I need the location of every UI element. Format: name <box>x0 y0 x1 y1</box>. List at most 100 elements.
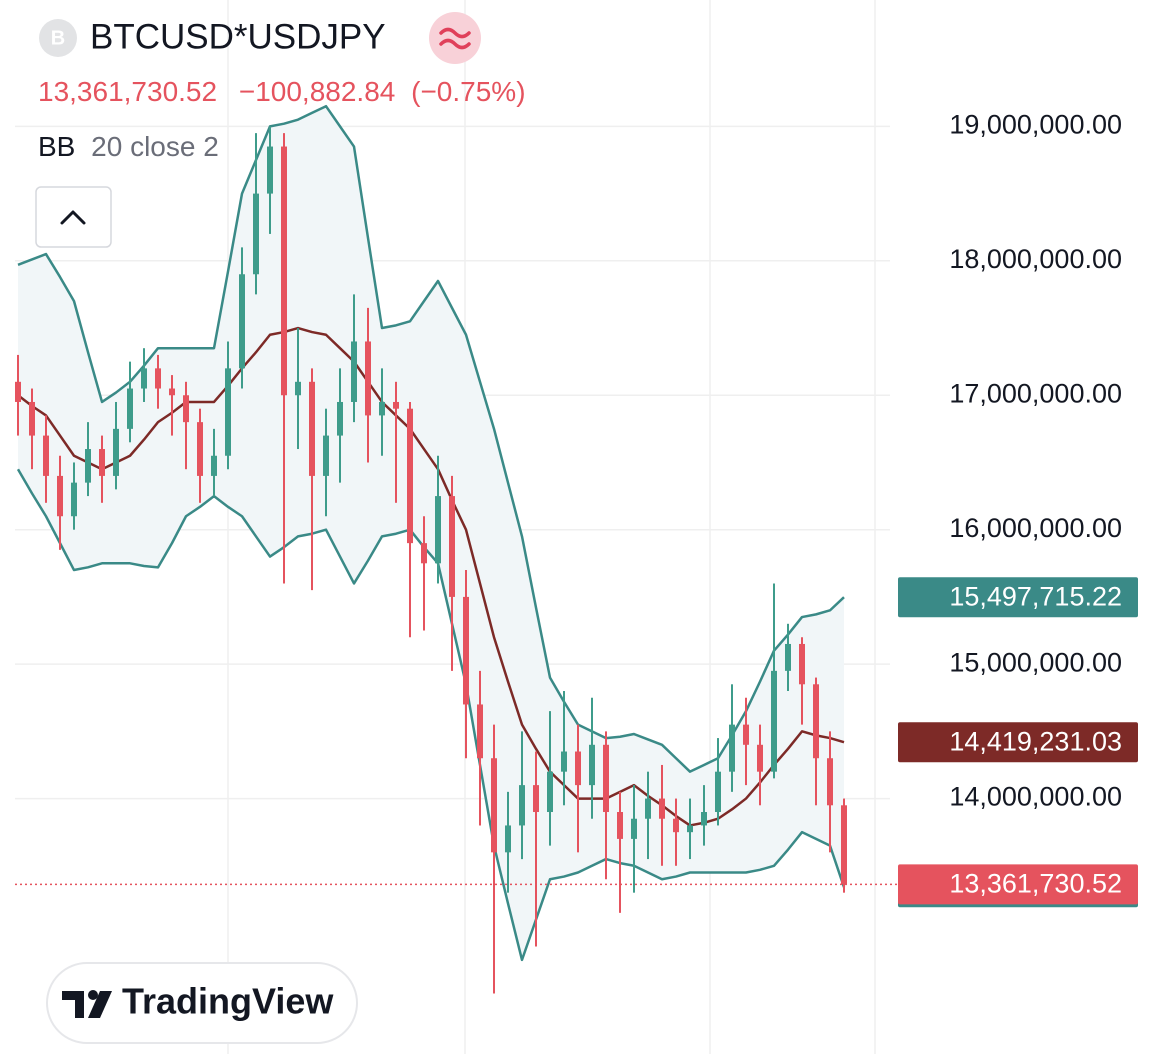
candle-body <box>477 704 483 759</box>
candle-body <box>141 368 147 389</box>
candle-body <box>127 388 133 429</box>
band-upper-line <box>17 104 845 773</box>
candle-body <box>673 818 679 833</box>
candle-body <box>211 455 217 476</box>
candle-body <box>603 744 609 813</box>
candle-body <box>463 596 469 705</box>
indicator-legend: BB 20 close 2 <box>38 131 219 162</box>
candle-body <box>729 724 735 772</box>
candle-body <box>841 805 847 885</box>
candle-body <box>99 449 105 476</box>
candle-body <box>57 475 63 517</box>
currency-icon <box>429 12 481 64</box>
upper-band-value-box <box>898 577 1138 618</box>
candle-body <box>561 751 567 772</box>
candle-body <box>589 744 595 786</box>
candle-body <box>253 193 259 275</box>
logo-badge[interactable] <box>46 962 358 1044</box>
candle-body <box>491 758 497 853</box>
last-price-label: 13,361,730.52 <box>949 868 1122 898</box>
bollinger-bands <box>16 104 846 962</box>
candle-body <box>715 771 721 813</box>
candle-body <box>29 401 35 436</box>
symbol-icon <box>39 19 77 57</box>
price-line: 13,361,730.52 −100,882.84 (−0.75%) <box>38 76 526 107</box>
candle-body <box>687 825 693 833</box>
candle-body <box>71 482 77 517</box>
indicator-name: BB <box>38 131 75 162</box>
y-tick-label: 14,000,000.00 <box>949 782 1122 812</box>
candle-body <box>575 751 581 786</box>
candle-body <box>533 785 539 813</box>
candle-body <box>421 543 427 564</box>
candle-body <box>701 812 707 826</box>
candle-body <box>519 785 525 826</box>
candle-body <box>309 381 315 476</box>
candle-body <box>183 395 189 423</box>
candle-body <box>393 401 399 409</box>
symbol-title: BTCUSD*USDJPY <box>90 17 386 56</box>
candle-body <box>435 496 441 564</box>
candle-body <box>407 408 413 544</box>
candle-body <box>757 744 763 772</box>
collapse-arrow[interactable] <box>60 210 86 225</box>
tradingview-logo[interactable]: TradingView <box>46 962 358 1044</box>
basis-value-label: 14,419,231.03 <box>949 726 1122 756</box>
candle-body <box>547 771 553 813</box>
candles <box>15 126 898 994</box>
y-tick-label: 15,000,000.00 <box>949 647 1122 677</box>
candle-body <box>813 684 819 759</box>
candle-body <box>351 341 357 402</box>
band-lower-line <box>16 468 846 962</box>
candle-body <box>337 401 343 436</box>
candle-body <box>225 368 231 456</box>
candle-body <box>505 825 511 853</box>
candle-body <box>449 496 455 597</box>
candle-body <box>799 643 805 685</box>
candle-body <box>827 758 833 806</box>
collapse-button[interactable] <box>35 186 112 248</box>
candle-body <box>379 401 385 416</box>
y-tick-label: 17,000,000.00 <box>949 378 1122 408</box>
candle-body <box>365 341 371 416</box>
basis-value-box <box>898 722 1138 763</box>
candle-body <box>281 146 287 396</box>
candle-body <box>295 381 301 396</box>
candle-body <box>43 435 49 476</box>
logo-glyph-t <box>62 991 84 1018</box>
candle-body <box>617 812 623 839</box>
y-tick-label: 16,000,000.00 <box>949 513 1122 543</box>
candle-body <box>743 724 749 745</box>
candle-body <box>645 798 651 819</box>
candle-body <box>155 368 161 389</box>
candle-body <box>169 388 175 396</box>
candle-body <box>85 449 91 483</box>
currency-icon-glyph <box>439 27 471 50</box>
change-percent: (−0.75%) <box>411 76 525 107</box>
candle-body <box>771 670 777 772</box>
y-tick-label: 19,000,000.00 <box>949 109 1122 139</box>
candle-body <box>631 818 637 839</box>
logo-glyph-dot <box>88 990 98 1000</box>
price-axis: 14,000,000.00 15,000,000.00 16,000,000.00 1… <box>898 109 1138 908</box>
vertical-grid <box>227 0 876 1054</box>
candle-body <box>323 435 329 476</box>
band-fill <box>18 106 844 960</box>
y-tick-label: 18,000,000.00 <box>949 244 1122 274</box>
candle-body <box>785 643 791 671</box>
collapse-button-box[interactable] <box>35 186 112 248</box>
candle-body <box>239 274 245 369</box>
upper-band-value-label: 15,497,715.22 <box>949 581 1122 611</box>
change: −100,882.84 <box>239 76 396 107</box>
candle-body <box>15 381 21 402</box>
logo-glyph-v <box>88 991 112 1018</box>
indicator-params: 20 close 2 <box>91 131 219 162</box>
candle-body <box>197 422 203 476</box>
candle-body <box>267 146 273 194</box>
last-price-box <box>898 864 1138 905</box>
logo-text: TradingView <box>122 981 334 1022</box>
candle-body <box>659 798 665 819</box>
price: 13,361,730.52 <box>38 76 217 107</box>
